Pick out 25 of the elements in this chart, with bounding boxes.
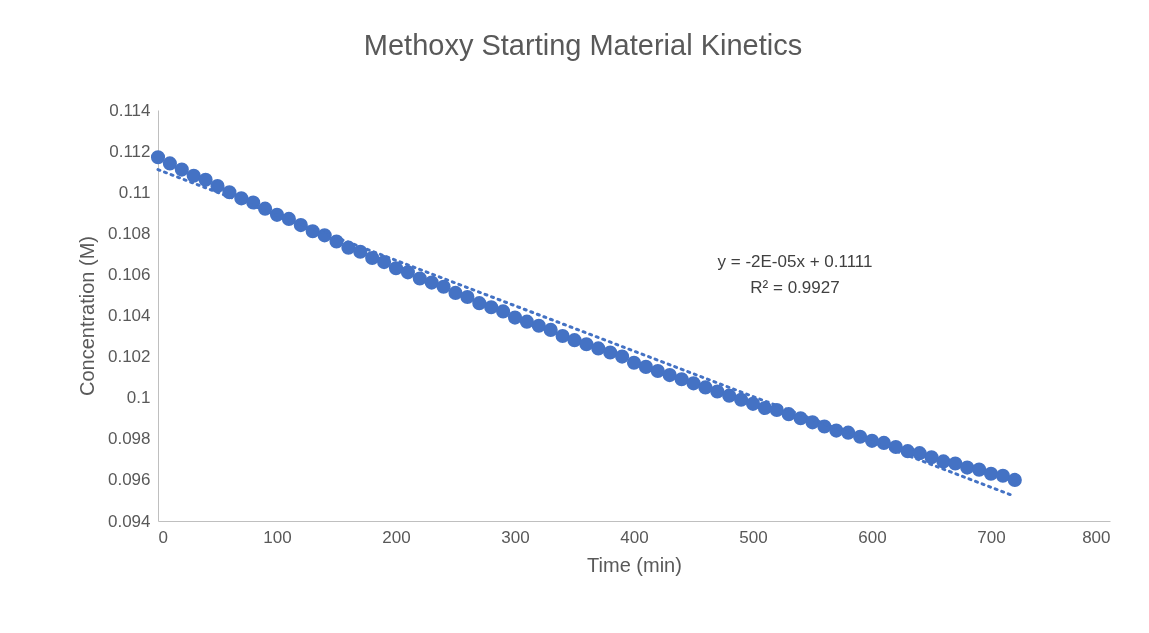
x-tick-label: 700: [977, 527, 1006, 547]
x-tick-label: 300: [501, 527, 530, 547]
y-tick-label: 0.11: [118, 182, 151, 202]
x-tick-label: 400: [620, 527, 649, 547]
y-tick-label: 0.112: [109, 141, 151, 161]
y-tick-label: 0.1: [126, 388, 151, 408]
y-tick-label: 0.108: [107, 223, 151, 243]
y-axis-title: Concentration (M): [75, 235, 98, 397]
y-tick-label: 0.096: [107, 470, 151, 490]
y-tick-label: 0.098: [107, 429, 151, 449]
y-tick-label: 0.094: [107, 511, 151, 531]
annotation: y = -2E-05x + 0.1111: [717, 252, 873, 271]
y-tick-label: 0.114: [109, 100, 151, 120]
x-tick-label: 100: [263, 527, 292, 547]
y-tick-label: 0.106: [107, 264, 151, 284]
y-tick-label: 0.102: [107, 347, 151, 367]
x-axis-title: Time (min): [587, 553, 682, 576]
x-tick-label: 0: [158, 527, 168, 547]
annotation: R² = 0.9927: [750, 278, 840, 297]
x-tick-label: 800: [1082, 527, 1111, 547]
chart-title: Methoxy Starting Material Kinetics: [363, 29, 803, 61]
x-tick-label: 200: [382, 527, 411, 547]
x-tick-label: 500: [739, 527, 768, 547]
y-tick-label: 0.104: [107, 306, 151, 325]
x-tick-label: 600: [858, 527, 887, 547]
